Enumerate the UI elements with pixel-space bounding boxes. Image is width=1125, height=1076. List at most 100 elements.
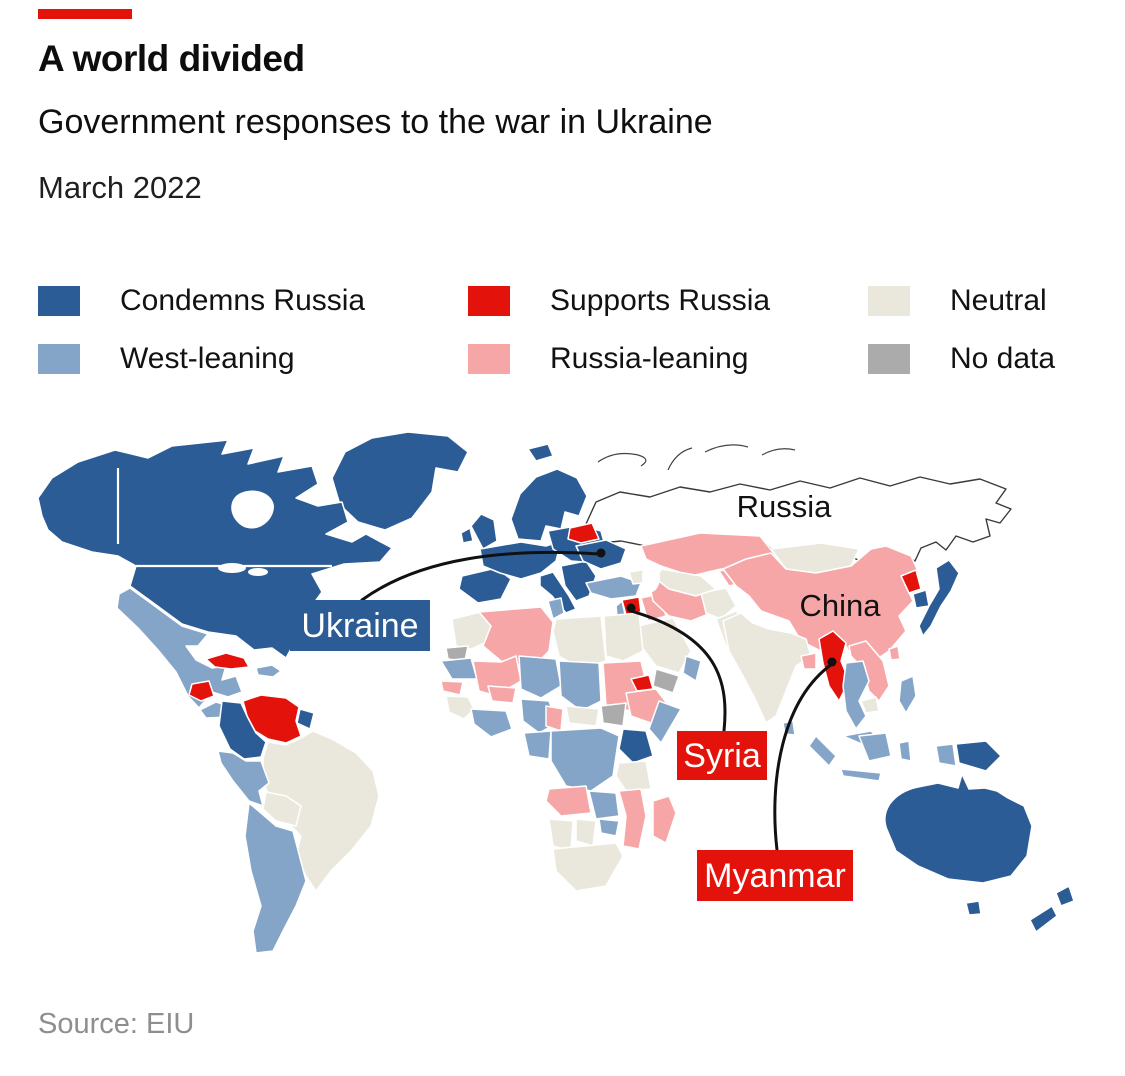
region-cameroon: [545, 705, 564, 732]
region-guinea: [445, 695, 475, 720]
legend-swatch-russia-leaning: [468, 344, 510, 374]
region-gabon-congo: [523, 730, 552, 760]
region-india: [722, 612, 812, 724]
region-angola: [545, 785, 592, 817]
region-saudi-arabia: [637, 617, 692, 674]
syria-callout-text: Syria: [683, 737, 761, 775]
region-tunisia: [547, 597, 565, 620]
syria-dot: [626, 603, 636, 613]
region-south-sudan: [600, 702, 627, 727]
myanmar-callout-text: Myanmar: [704, 857, 846, 895]
region-western-europe: [479, 540, 562, 580]
legend-item-russia-leaning: Russia-leaning: [468, 342, 868, 376]
syria-callout: Syria: [677, 731, 767, 780]
legend-label-russia-leaning: Russia-leaning: [550, 342, 749, 375]
region-sulawesi: [898, 740, 912, 762]
syria-leader-line: [629, 609, 727, 733]
legend-swatch-supports: [468, 286, 510, 316]
region-kenya-uganda: [618, 728, 654, 764]
region-ghana-ivory-coast: [470, 708, 513, 738]
region-chile-argentina: [244, 802, 307, 954]
myanmar-callout-box: [697, 850, 853, 901]
region-thailand: [842, 660, 870, 730]
brand-red-bar: [38, 9, 132, 19]
chart-subtitle: Government responses to the war in Ukrai…: [38, 103, 713, 141]
ukraine-leader-line: [360, 550, 601, 602]
region-greenland: [331, 431, 469, 531]
region-vietnam-laos: [848, 640, 890, 702]
region-bangladesh: [800, 652, 817, 670]
region-madagascar: [652, 795, 677, 844]
legend-swatch-condemns: [38, 286, 80, 316]
legend-swatch-west-leaning: [38, 344, 80, 374]
world-map: Russia China Ukraine Syria Myanmar: [0, 430, 1125, 1008]
novaya-zemlya-outline: [667, 447, 693, 471]
legend-item-condemns: Condemns Russia: [38, 284, 468, 318]
legend-item-no-data: No data: [868, 342, 1108, 376]
region-cambodia: [860, 696, 880, 714]
region-japan: [918, 559, 960, 637]
legend-label-supports: Supports Russia: [550, 284, 771, 317]
region-dr-congo: [550, 727, 620, 792]
legend-item-supports: Supports Russia: [468, 284, 868, 318]
chart-date: March 2022: [38, 170, 202, 205]
ukraine-callout-box: [290, 600, 430, 651]
ukraine-dot: [596, 548, 606, 558]
region-zambia: [588, 790, 620, 820]
region-south-africa: [552, 842, 624, 892]
caspian-sea: [642, 562, 660, 592]
legend: Condemns Russia Supports Russia Neutral …: [38, 284, 1108, 376]
region-central-african-republic: [565, 705, 600, 727]
region-north-korea: [900, 569, 922, 594]
region-borneo: [858, 732, 892, 762]
region-new-zealand-south: [1029, 905, 1058, 933]
region-australia: [884, 773, 1033, 884]
chart-title: A world divided: [38, 38, 305, 79]
region-sumatra: [808, 735, 837, 767]
region-peru-ecuador: [217, 750, 270, 807]
myanmar-leader-line: [773, 662, 834, 852]
arctic-islands-outline: [761, 448, 796, 456]
syria-callout-box: [677, 731, 767, 780]
region-great-britain: [470, 513, 498, 550]
region-taiwan: [888, 645, 901, 661]
hudson-bay: [231, 490, 274, 529]
region-colombia: [218, 700, 267, 760]
region-oman-uae: [682, 655, 702, 682]
ukraine-callout-text: Ukraine: [301, 607, 418, 645]
region-mozambique: [618, 788, 647, 850]
region-afghanistan: [700, 587, 737, 620]
region-burkina-faso: [487, 685, 517, 704]
region-senegal: [440, 680, 464, 696]
legend-item-neutral: Neutral: [868, 284, 1108, 318]
region-chad: [558, 660, 602, 712]
legend-label-no-data: No data: [950, 342, 1056, 375]
ukraine-callout: Ukraine: [290, 600, 430, 651]
region-somalia: [648, 700, 682, 744]
region-botswana: [575, 818, 597, 847]
myanmar-dot: [827, 657, 837, 667]
region-philippines: [898, 675, 917, 714]
region-mexico-central-america: [116, 587, 243, 709]
region-italy: [539, 571, 577, 614]
region-iceland: [527, 443, 554, 462]
arctic-coast-outline: [597, 452, 647, 467]
region-zimbabwe: [598, 818, 620, 837]
region-nicaragua-honduras: [188, 680, 215, 702]
region-tasmania: [965, 900, 982, 916]
russia-label: Russia: [737, 489, 833, 524]
region-turkey: [585, 575, 642, 600]
legend-label-west-leaning: West-leaning: [120, 342, 295, 375]
legend-label-neutral: Neutral: [950, 284, 1047, 317]
region-bolivia: [262, 791, 302, 827]
region-scandinavia: [510, 468, 588, 542]
region-papua-new-guinea: [955, 740, 1002, 772]
legend-label-condemns: Condemns Russia: [120, 284, 366, 317]
region-ireland: [460, 527, 474, 544]
region-china: [722, 545, 920, 664]
china-label: China: [800, 588, 882, 623]
region-hispaniola: [255, 664, 282, 678]
region-south-korea: [912, 589, 930, 609]
legend-swatch-neutral: [868, 286, 910, 316]
